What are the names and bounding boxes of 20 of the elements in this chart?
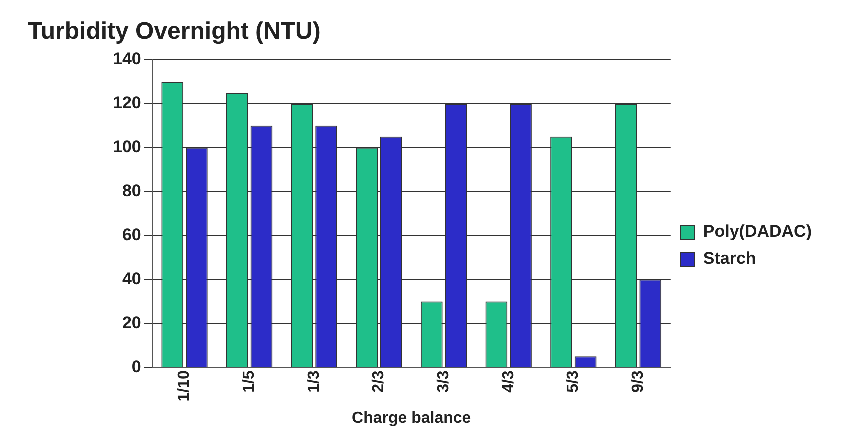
x-tick-label: 3/3 (435, 370, 452, 393)
x-tick-label: 1/3 (306, 370, 323, 393)
y-tick-label: 100 (112, 138, 142, 157)
x-axis-title: Charge balance (352, 410, 472, 427)
x-tick-label: 2/3 (370, 370, 388, 393)
x-tick-label: 9/3 (630, 370, 647, 393)
y-tick-label: 140 (112, 50, 142, 69)
x-tick-label: 1/10 (176, 370, 194, 402)
x-tick-label: 5/3 (565, 370, 582, 393)
y-tick-label: 0 (132, 357, 142, 376)
chart-title: Turbidity Overnight (NTU) (28, 18, 321, 46)
x-tick-label: 4/3 (500, 370, 518, 393)
y-tick-label: 80 (122, 182, 142, 201)
y-tick-label: 40 (122, 269, 142, 288)
x-tick-label: 1/5 (240, 370, 258, 393)
y-tick-label: 120 (112, 94, 142, 113)
legend-label: Poly(DADAC) (703, 222, 812, 242)
y-tick-label: 20 (122, 313, 142, 332)
legend-label: Starch (703, 249, 756, 268)
y-tick-label: 60 (122, 225, 142, 244)
